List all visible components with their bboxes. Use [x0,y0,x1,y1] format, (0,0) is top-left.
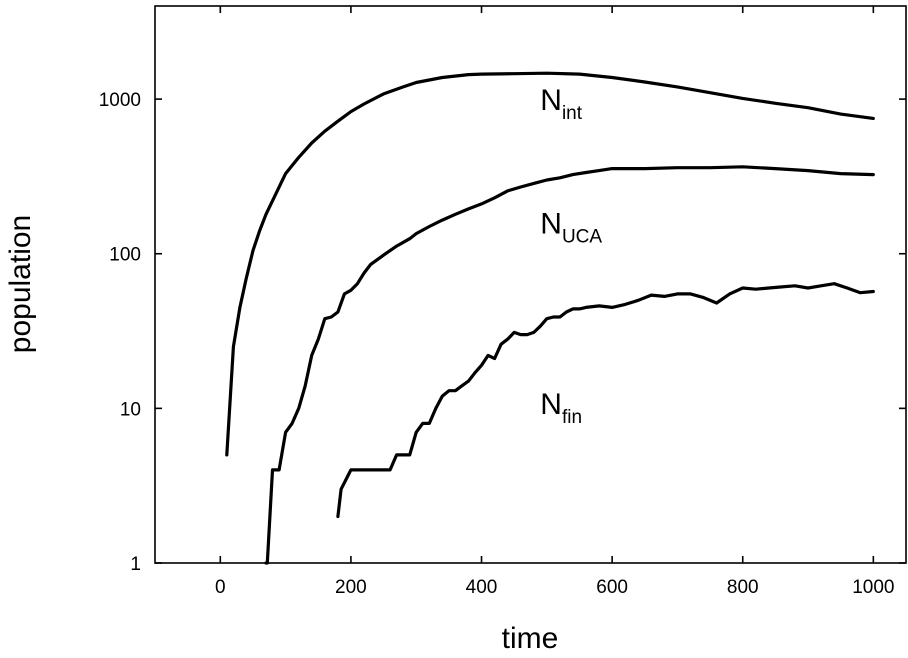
plot-frame [154,5,907,564]
series-lines [225,71,875,565]
curve-label-n-fin: Nfin [540,388,582,428]
x-tick-label: 800 [727,577,759,598]
x-tick-label: 1000 [852,577,894,598]
x-tick-label: 200 [335,577,367,598]
x-tick-label: 600 [596,577,628,598]
x-tick-label: 400 [466,577,498,598]
x-axis-title: time [502,622,559,655]
y-tick-label: 1000 [99,90,141,111]
y-tick-label: 10 [120,399,141,420]
curve-label-n-int: Nint [540,84,582,124]
x-tick-label: 0 [215,577,226,598]
y-tick-label: 1 [130,554,141,575]
axis-ticks: 0 200 400 600 800 1000 1 10 100 1000 [99,6,906,598]
series-line-n-int [225,71,875,457]
series-line-n-uca [264,165,875,565]
curve-labels: Nint NUCA Nfin [540,84,602,428]
y-tick-label: 100 [109,245,141,266]
y-axis-title: population [4,215,37,353]
series-line-n-fin [336,282,875,519]
curve-label-n-uca: NUCA [540,208,602,248]
